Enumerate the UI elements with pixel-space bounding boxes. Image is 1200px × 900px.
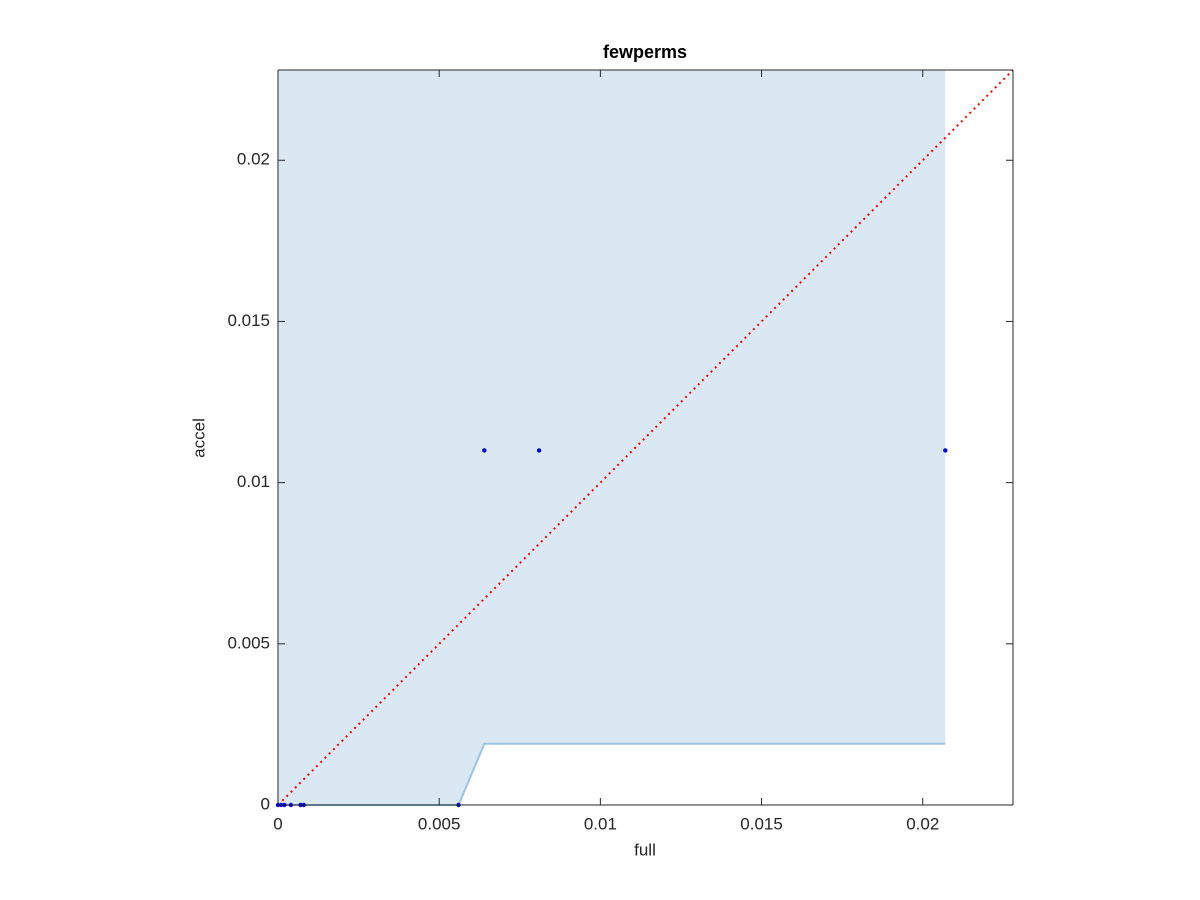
area-fill: [278, 70, 946, 805]
y-tick-label: 0.005: [227, 633, 270, 652]
x-tick-label: 0.01: [584, 814, 617, 833]
y-axis-label: accel: [189, 418, 208, 458]
point: [536, 448, 542, 453]
point: [482, 448, 487, 453]
x-tick-label: 0.015: [740, 814, 783, 833]
y-tick-label: 0.015: [227, 311, 270, 330]
point: [943, 448, 948, 453]
y-tick-label: 0.01: [237, 472, 270, 491]
y-tick-label: 0: [261, 794, 270, 813]
x-tick-label: 0: [273, 814, 282, 833]
y-tick-label: 0.02: [237, 150, 270, 169]
x-axis-label: full: [634, 840, 656, 859]
x-tick-label: 0.02: [906, 814, 939, 833]
x-tick-label: 0.005: [418, 814, 461, 833]
chart-title: fewperms: [603, 42, 687, 62]
